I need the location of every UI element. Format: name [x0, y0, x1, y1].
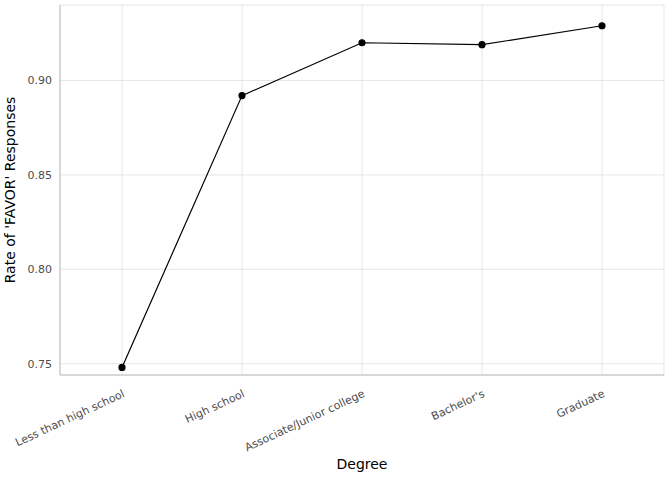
svg-text:0.75: 0.75 — [28, 358, 53, 371]
svg-text:Rate of 'FAVOR' Responses: Rate of 'FAVOR' Responses — [2, 97, 18, 284]
svg-text:Less than high school: Less than high school — [13, 387, 126, 449]
svg-text:0.85: 0.85 — [28, 169, 53, 182]
svg-text:Degree: Degree — [337, 456, 388, 472]
svg-text:Bachelor's: Bachelor's — [429, 387, 487, 423]
svg-text:0.90: 0.90 — [28, 74, 53, 87]
svg-text:Associate/Junior college: Associate/Junior college — [243, 387, 367, 454]
svg-text:High school: High school — [183, 387, 247, 426]
svg-text:0.80: 0.80 — [28, 263, 53, 276]
svg-text:Graduate: Graduate — [554, 387, 606, 421]
